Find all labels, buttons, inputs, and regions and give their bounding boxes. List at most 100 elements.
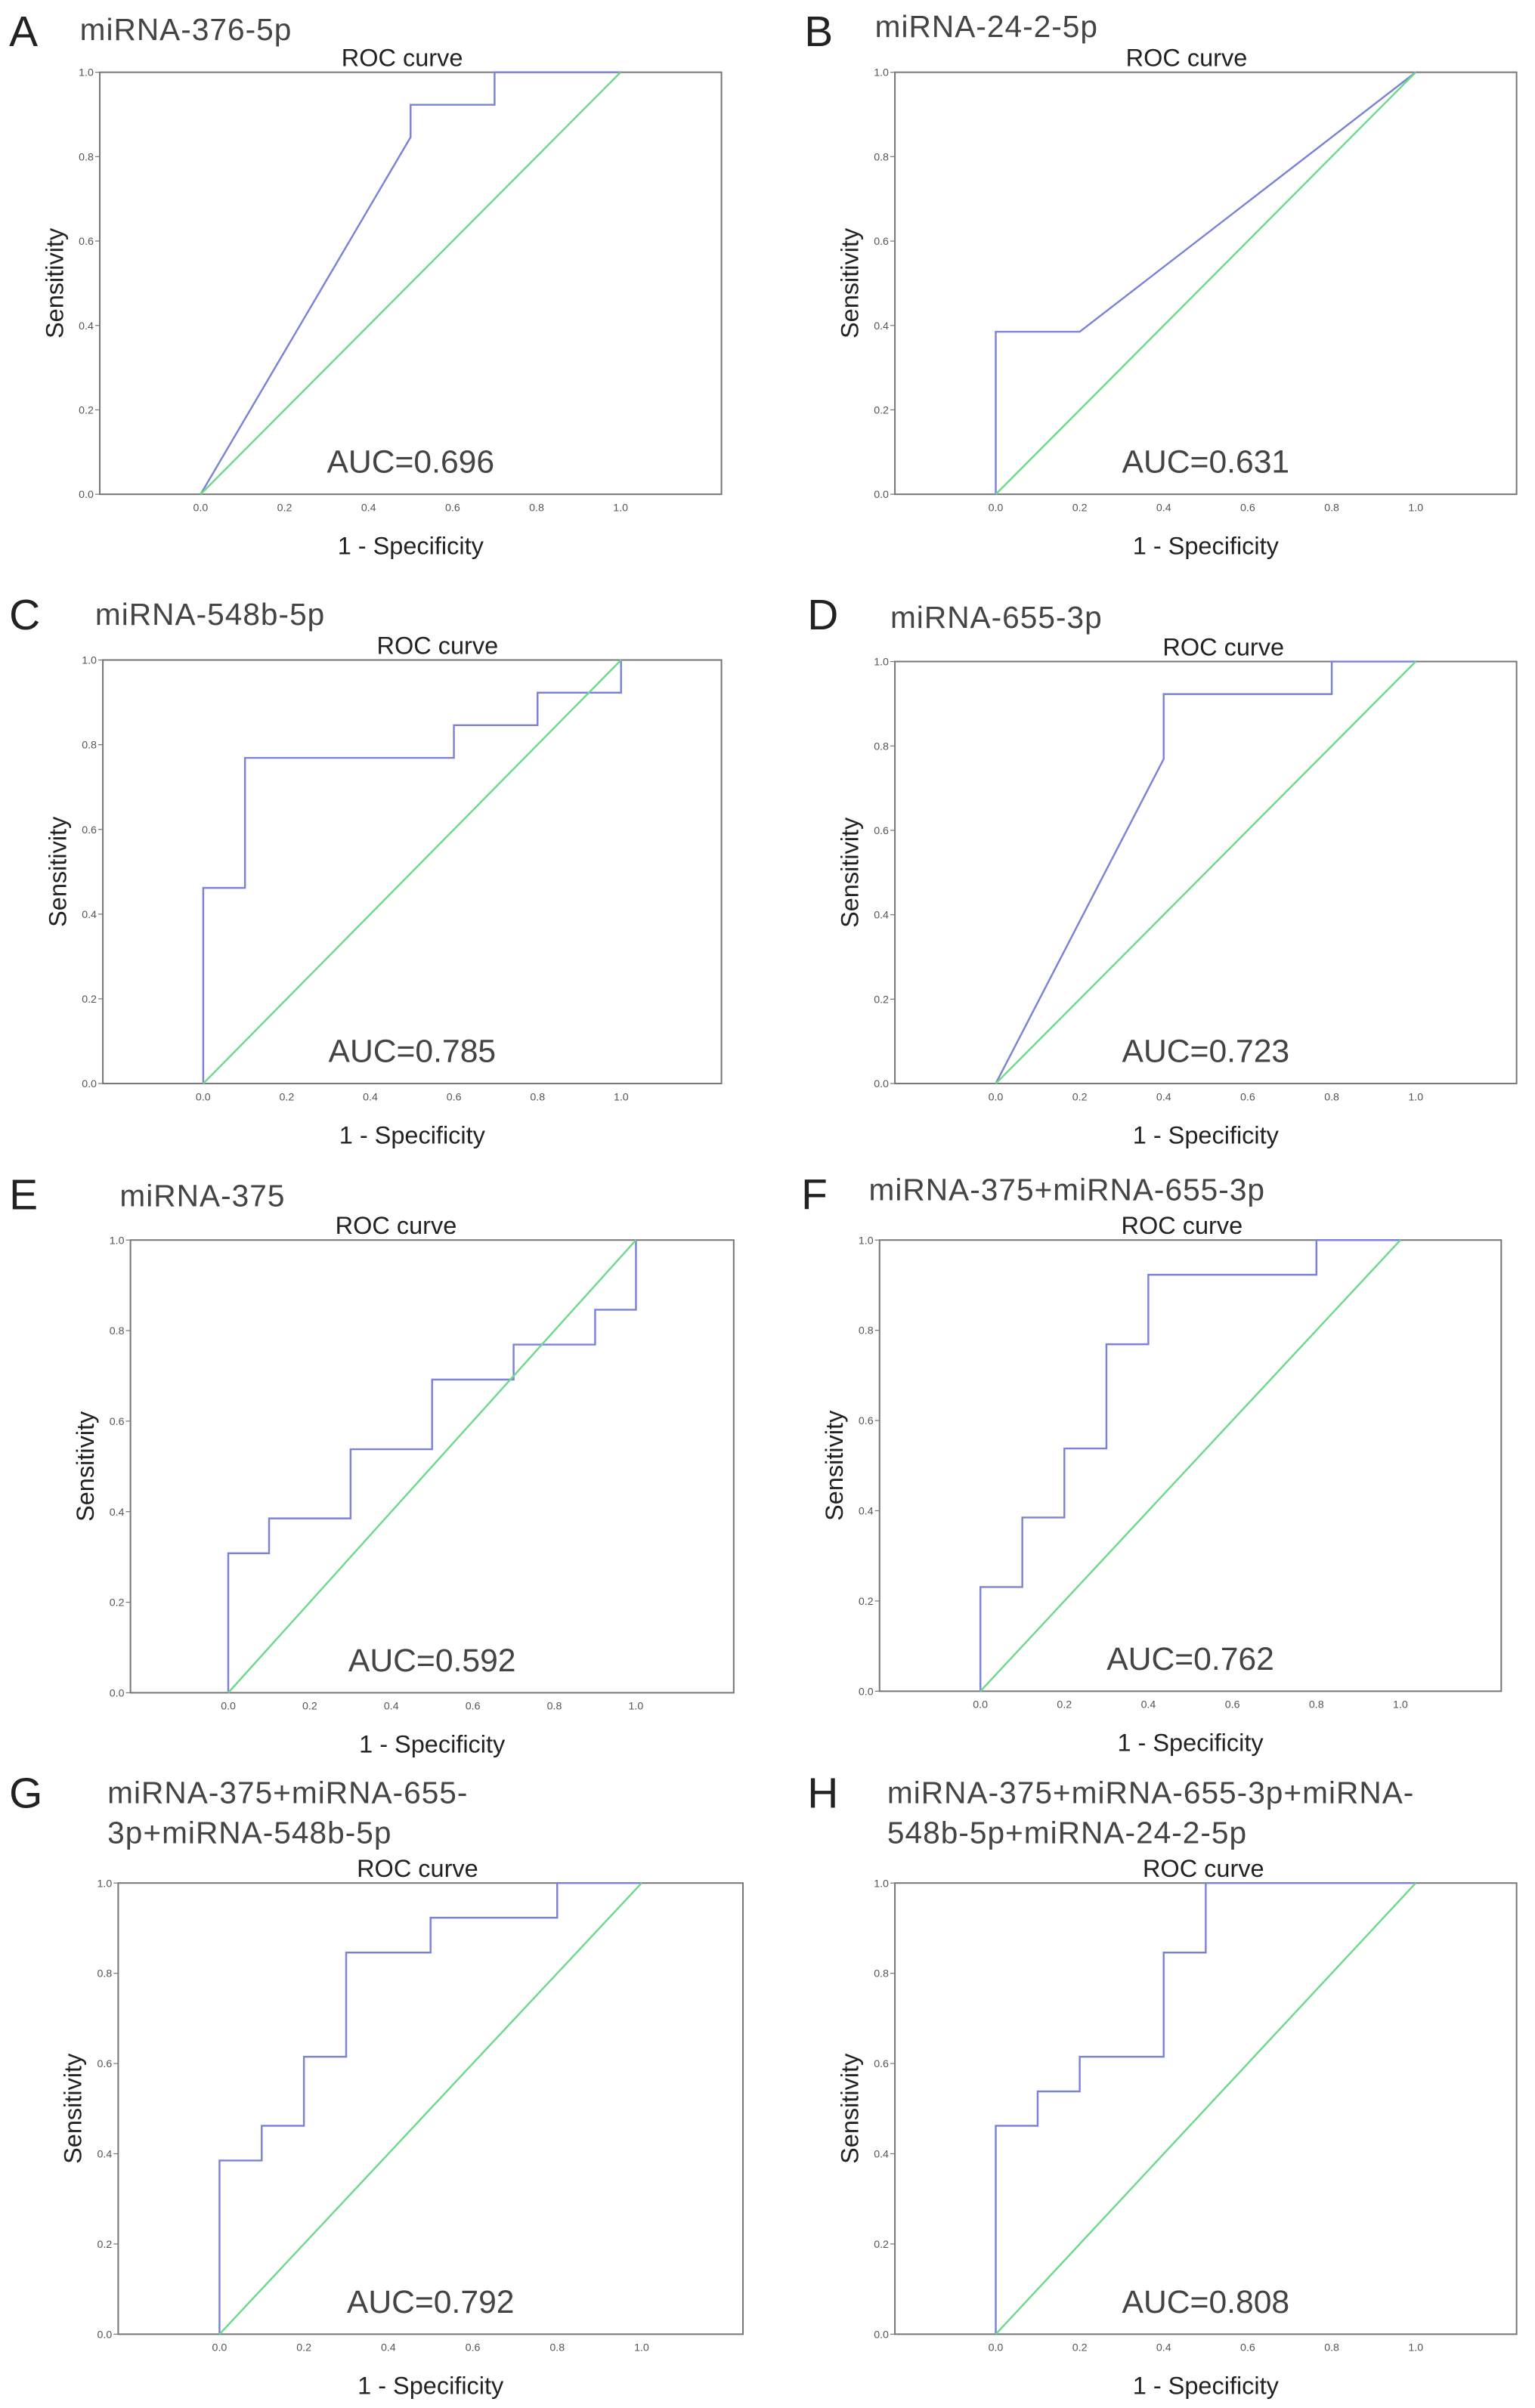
panel-letter: G [9,1770,42,1818]
x-tick-label: 0.0 [989,502,1004,515]
y-tick-label: 0.0 [79,489,94,501]
y-tick-label: 0.6 [874,2058,889,2070]
auc-label: AUC=0.696 [326,444,494,481]
panel-title: miRNA-375 [119,1179,285,1213]
chart-subtitle: ROC curve [1122,1212,1243,1239]
x-tick-label: 0.4 [363,1091,378,1103]
y-tick-label: 1.0 [110,1235,125,1247]
y-tick-label: 0.6 [82,824,97,836]
y-tick-label: 0.4 [97,2149,113,2161]
plot-frame [117,1882,744,2335]
x-tick-label: 0.0 [193,502,209,515]
y-tick-label: 0.0 [859,1686,874,1698]
auc-label: AUC=0.785 [329,1034,497,1070]
chart-subtitle: ROC curve [357,1855,478,1882]
x-tick-label: 0.4 [1156,2342,1171,2354]
x-tick-label: 0.6 [1240,2342,1255,2354]
panel-letter: A [9,8,38,56]
y-tick-label: 0.8 [82,740,97,752]
roc-curve-line [218,1881,642,2335]
auc-label: AUC=0.592 [348,1643,516,1679]
panel-letter: B [804,8,833,56]
panel-letter: D [807,592,838,639]
y-tick-label: 0.6 [859,1415,874,1427]
y-tick-label: 0.6 [874,825,889,837]
y-tick-label: 0.4 [859,1506,874,1518]
y-tick-label: 0.2 [874,405,889,417]
x-tick-label: 0.2 [1072,2342,1088,2354]
panel-title: miRNA-375+miRNA-655- [107,1776,468,1810]
x-tick-label: 1.0 [1408,1091,1423,1103]
y-tick-label: 0.2 [874,2239,889,2251]
x-axis-label: 1 - Specificity [357,2372,504,2400]
x-tick-label: 0.2 [302,1701,317,1713]
x-tick-label: 0.8 [529,502,544,515]
x-tick-label: 0.4 [1156,502,1171,515]
x-tick-label: 0.8 [549,2342,565,2354]
x-tick-label: 1.0 [1408,2342,1423,2354]
plot-frame [894,71,1518,496]
roc-curve-line [995,660,1416,1084]
panel-letter: C [9,592,40,639]
panel-title: miRNA-375+miRNA-655-3p+miRNA- [887,1776,1414,1810]
y-tick-label: 0.8 [97,1968,113,1980]
x-axis-label: 1 - Specificity [338,532,484,559]
plot-frame [98,71,723,496]
x-tick-label: 0.2 [296,2342,311,2354]
y-tick-label: 0.4 [79,320,94,332]
y-tick-label: 0.2 [82,994,97,1006]
panel-title: miRNA-548b-5p [95,597,325,632]
x-tick-label: 0.8 [530,1091,545,1103]
y-tick-label: 1.0 [874,67,889,79]
y-tick-label: 0.4 [874,910,889,922]
x-tick-label: 1.0 [1393,1699,1408,1711]
x-tick-label: 0.8 [547,1701,562,1713]
panel-title-line2: 548b-5p+miRNA-24-2-5p [887,1815,1247,1850]
reference-diagonal-line [995,660,1417,1084]
y-tick-label: 0.6 [110,1416,125,1428]
y-tick-label: 0.8 [874,1968,889,1980]
roc-curve-line [227,1240,637,1693]
panel-title: miRNA-375+miRNA-655-3p [869,1172,1266,1207]
chart-subtitle: ROC curve [342,45,463,72]
y-tick-label: 0.2 [874,994,889,1006]
y-tick-label: 0.8 [859,1325,874,1337]
x-tick-label: 0.2 [1072,502,1088,515]
x-axis-label: 1 - Specificity [1133,2372,1280,2400]
plot-frame [894,660,1518,1085]
y-tick-label: 1.0 [82,655,97,667]
y-tick-label: 0.8 [874,740,889,753]
x-tick-label: 0.2 [277,502,292,515]
x-tick-label: 0.6 [1240,502,1255,515]
y-tick-label: 0.6 [79,236,94,248]
x-tick-label: 0.8 [1309,1699,1324,1711]
y-tick-label: 0.0 [874,489,889,501]
x-tick-label: 0.0 [212,2342,227,2354]
y-tick-label: 0.4 [110,1507,125,1519]
x-tick-label: 0.4 [361,502,376,515]
plot-frame [878,1239,1503,1692]
auc-label: AUC=0.631 [1122,444,1290,481]
roc-curve-line [995,71,1416,495]
y-axis-label: Sensitivity [44,816,71,927]
y-tick-label: 0.0 [874,2329,889,2341]
y-axis-label: Sensitivity [821,1410,848,1521]
reference-diagonal-line [995,71,1417,496]
chart-subtitle: ROC curve [336,1212,457,1239]
x-tick-label: 0.6 [447,1091,462,1103]
x-tick-label: 0.4 [384,1701,399,1713]
x-axis-label: 1 - Specificity [1133,1121,1280,1148]
x-tick-label: 0.4 [1156,1091,1171,1103]
y-tick-label: 1.0 [79,67,94,79]
y-tick-label: 0.0 [82,1078,97,1090]
y-tick-label: 0.2 [97,2239,113,2251]
x-axis-label: 1 - Specificity [339,1121,486,1148]
roc-curve-line [995,1881,1416,2335]
x-tick-label: 0.0 [989,2342,1004,2354]
panel-title-line2: 3p+miRNA-548b-5p [107,1815,391,1850]
panel-letter: H [807,1770,838,1818]
x-axis-label: 1 - Specificity [1117,1729,1264,1757]
